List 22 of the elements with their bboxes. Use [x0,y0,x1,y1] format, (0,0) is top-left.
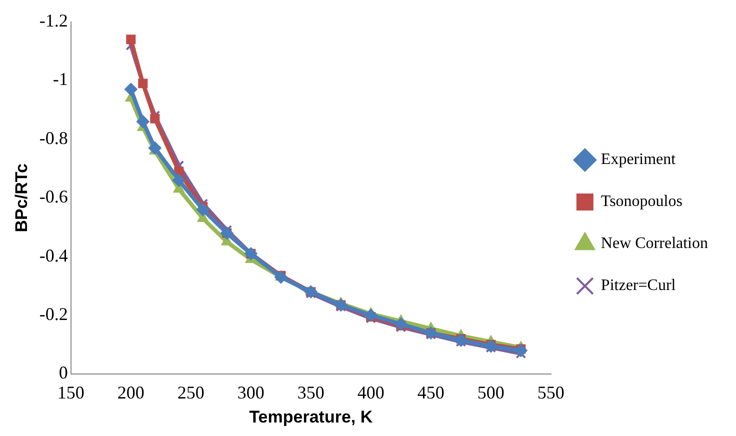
x-tick-label: 200 [117,382,144,403]
y-tick-label: -0.4 [39,245,68,266]
x-tick-label: 550 [537,382,564,403]
legend-label: Experiment [600,151,676,168]
y-tick-label: -0.2 [39,304,68,324]
x-tick-label: 250 [177,382,204,403]
x-tick-label: 400 [357,382,384,403]
x-tick-label: 450 [417,382,444,403]
x-tick-label: 500 [477,382,504,403]
y-tick-label: -0.6 [39,186,68,207]
y-tick-label: -0.8 [39,128,68,148]
x-axis-title: Temperature, K [249,407,374,426]
x-tick-label: 350 [297,382,324,403]
x-tick-label: 150 [57,382,84,403]
legend-label: New Correlation [600,235,708,252]
legend-label: Tsonopoulos [600,193,682,210]
y-tick-label: -1.2 [39,10,68,31]
legend-label: Pitzer=Curl [600,277,676,294]
x-tick-label: 300 [237,382,264,403]
y-tick-label: 0 [58,362,68,383]
y-axis-title: BPc/RTc [12,164,31,232]
y-tick-label: -1 [52,69,68,90]
